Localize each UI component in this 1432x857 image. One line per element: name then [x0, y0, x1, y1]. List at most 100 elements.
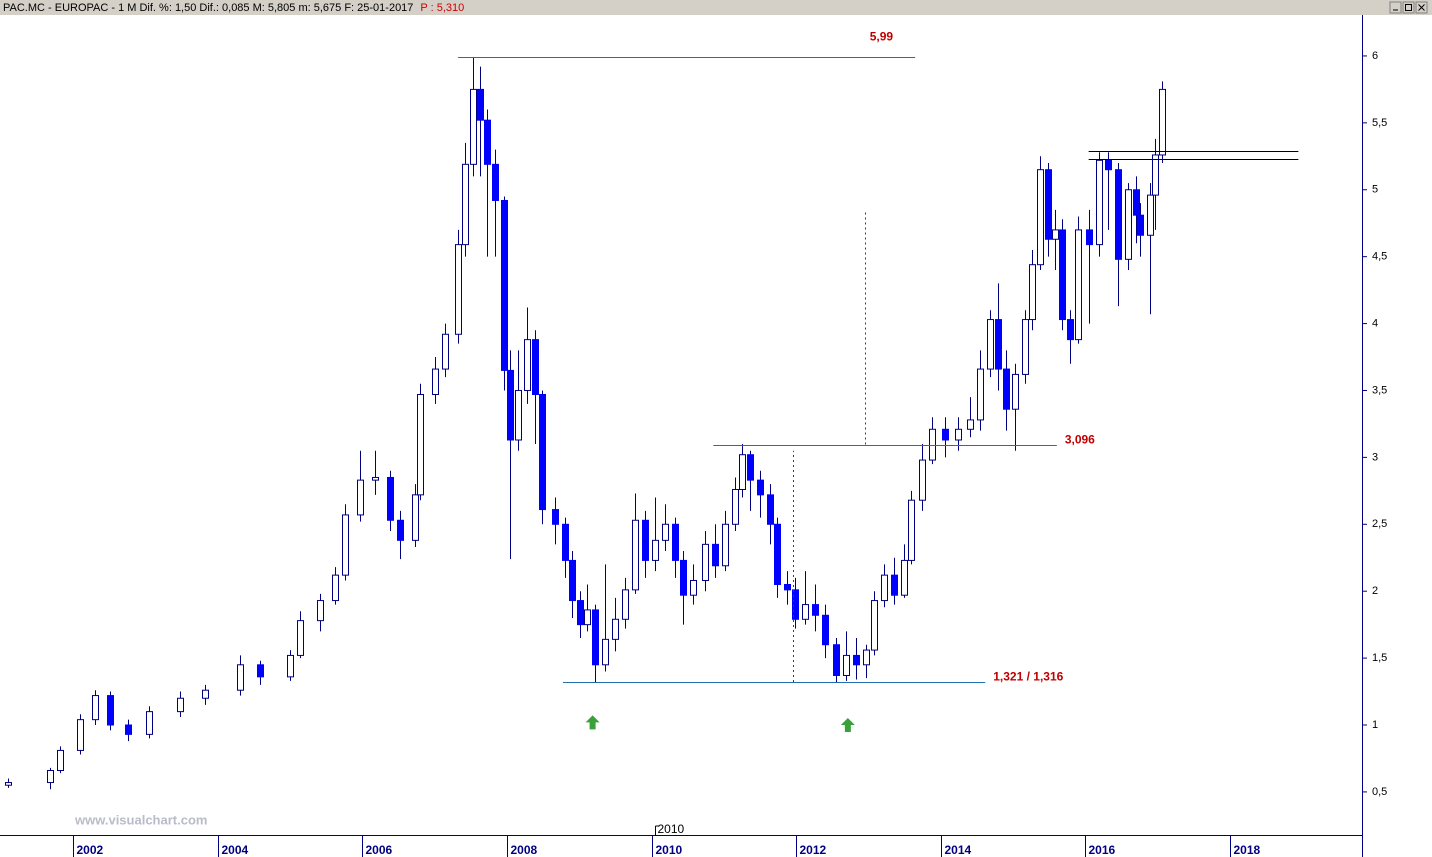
candle-body [747, 454, 754, 481]
candle-body [552, 509, 559, 525]
title-bar [0, 0, 1432, 15]
candle-body [853, 654, 860, 666]
candle-body [442, 333, 449, 370]
candle-body [1003, 368, 1010, 410]
icon [1405, 4, 1412, 11]
candle-body [662, 523, 669, 541]
y-tick-label: 1,5 [1372, 652, 1387, 664]
candle-body [977, 368, 984, 421]
candle-body [881, 574, 888, 602]
icon [1418, 4, 1425, 11]
candle-body [257, 664, 264, 678]
x-tick-label: 2016 [1089, 843, 1116, 857]
candle-body [1133, 189, 1140, 216]
candle-body [767, 494, 774, 525]
level-label: 1,321 / 1,316 [993, 670, 1063, 684]
candle-body [843, 654, 850, 676]
candle-body [712, 543, 719, 567]
x-tick-label: 2006 [366, 843, 393, 857]
y-tick-label: 0,5 [1372, 786, 1387, 798]
candle-body [515, 389, 522, 441]
candle-body [592, 609, 599, 666]
x-tick-label: 2014 [945, 843, 972, 857]
candle-body [1022, 319, 1029, 375]
candle-body [125, 724, 132, 735]
cursor-label: 2010 [658, 822, 685, 836]
candle-body [622, 589, 629, 620]
chart-title: PAC.MC - EUROPAC - 1 M Dif. %: 1,50 Dif.… [3, 2, 413, 14]
candle-body [995, 319, 1002, 370]
candle-body [539, 393, 546, 511]
candle-body [1037, 169, 1044, 266]
candle-body [784, 584, 791, 591]
candle-body [680, 559, 687, 596]
candle-body [357, 479, 364, 516]
candle-body [792, 589, 799, 620]
last-price: P : 5,310 [420, 2, 464, 14]
candle-body [577, 600, 584, 626]
candle-body [833, 644, 840, 676]
candle-body [562, 523, 569, 561]
up-arrow [840, 718, 855, 733]
candle-body [908, 499, 915, 561]
candle-body [107, 695, 114, 726]
candle-body [532, 339, 539, 395]
minimize-button[interactable] [1389, 1, 1402, 14]
y-tick-label: 3,5 [1372, 384, 1387, 396]
candle-body [672, 523, 679, 561]
candle-body [569, 559, 576, 602]
candle-body [632, 519, 639, 591]
candle-body [412, 494, 419, 541]
candle-body [584, 609, 591, 626]
y-tick-label: 5 [1372, 184, 1378, 196]
candle-body [757, 479, 764, 496]
y-tick-label: 1 [1372, 719, 1378, 731]
candle-body [987, 319, 994, 370]
candle-body [812, 604, 819, 616]
y-tick-label: 4 [1372, 317, 1378, 329]
candle-body [1159, 88, 1166, 156]
x-tick-label: 2018 [1234, 843, 1261, 857]
window-buttons[interactable] [1389, 1, 1428, 14]
candle-body [202, 689, 209, 699]
candle-body [863, 649, 870, 666]
candle-body [297, 620, 304, 656]
candle-body [652, 539, 659, 561]
maximize-button[interactable] [1402, 1, 1415, 14]
candle-body [690, 579, 697, 596]
y-tick-label: 4,5 [1372, 251, 1387, 263]
candle-body [871, 600, 878, 651]
candle-body [484, 119, 491, 165]
candle-body [802, 604, 809, 620]
candle-body [722, 523, 729, 567]
candle-body [822, 614, 829, 646]
candle-body [57, 749, 64, 772]
x-tick-label: 2002 [77, 843, 104, 857]
candle-body [967, 419, 974, 430]
candle-body [1096, 159, 1103, 246]
candle-body [1152, 154, 1159, 196]
candle-body [1052, 229, 1059, 240]
candle-body [501, 199, 508, 371]
candle-body [237, 664, 244, 691]
candle-body [146, 711, 153, 735]
candle-body [524, 339, 531, 391]
candle-body [702, 543, 709, 581]
candle-body [1115, 169, 1122, 260]
level-label: 3,096 [1065, 433, 1095, 447]
candle-body [1059, 229, 1066, 321]
candle-body [492, 163, 499, 201]
candle-body [417, 393, 424, 496]
candle-body [929, 428, 936, 461]
candle-body [387, 476, 394, 521]
candle-body [177, 697, 184, 713]
candle-body [891, 574, 898, 596]
candle-body [1086, 229, 1093, 246]
candle-body [1029, 264, 1036, 321]
x-tick-label: 2004 [222, 843, 249, 857]
y-tick-label: 6 [1372, 50, 1378, 62]
candle-body [342, 514, 349, 576]
candle-body [612, 618, 619, 640]
candle-body [942, 428, 949, 441]
